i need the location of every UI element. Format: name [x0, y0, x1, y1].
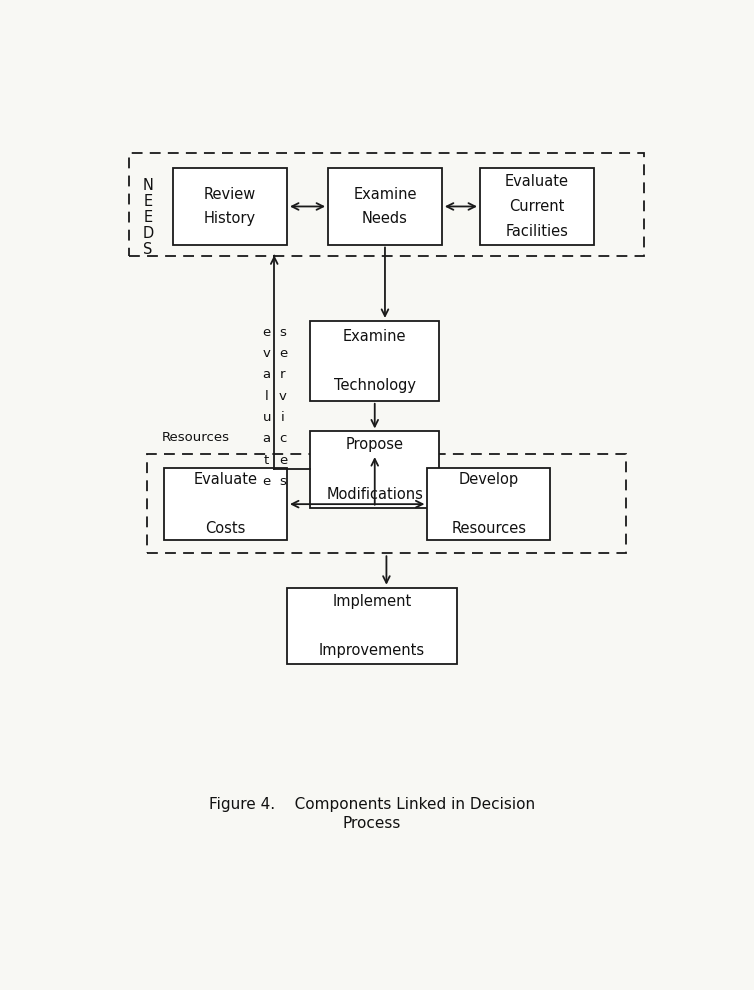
Text: e: e — [262, 326, 271, 339]
Text: e: e — [279, 453, 287, 467]
Text: Develop

Resources: Develop Resources — [451, 472, 526, 537]
Text: S: S — [143, 243, 153, 257]
Text: Examine

Technology: Examine Technology — [334, 329, 415, 393]
Text: E: E — [143, 194, 152, 210]
Text: e: e — [262, 475, 271, 488]
Text: Resources: Resources — [161, 432, 229, 445]
Bar — [428, 468, 550, 541]
Text: s: s — [280, 326, 287, 339]
Text: r: r — [280, 368, 286, 381]
Bar — [480, 168, 594, 245]
Text: Examine
Needs: Examine Needs — [353, 187, 417, 227]
Bar — [328, 168, 442, 245]
Text: Implement

Improvements: Implement Improvements — [319, 594, 425, 657]
Text: i: i — [281, 411, 285, 424]
Text: N: N — [143, 178, 154, 193]
Bar — [311, 432, 439, 508]
Text: v: v — [279, 390, 287, 403]
Text: c: c — [279, 433, 287, 446]
Text: s: s — [280, 475, 287, 488]
Bar — [173, 168, 287, 245]
Bar — [164, 468, 287, 541]
Text: a: a — [262, 433, 271, 446]
Text: Figure 4.    Components Linked in Decision: Figure 4. Components Linked in Decision — [209, 797, 535, 813]
Text: Evaluate
Current
Facilities: Evaluate Current Facilities — [505, 174, 569, 239]
Text: Process: Process — [342, 817, 401, 832]
Text: Review
History: Review History — [204, 187, 256, 227]
Text: Propose

Modifications: Propose Modifications — [326, 438, 423, 502]
Text: t: t — [264, 453, 269, 467]
Bar — [130, 153, 643, 256]
Text: e: e — [279, 347, 287, 360]
Text: D: D — [143, 227, 154, 242]
Text: u: u — [262, 411, 271, 424]
Bar — [311, 321, 439, 401]
Text: a: a — [262, 368, 271, 381]
Bar — [287, 588, 457, 664]
Text: v: v — [262, 347, 271, 360]
Text: l: l — [265, 390, 268, 403]
Text: E: E — [143, 211, 152, 226]
Text: Evaluate

Costs: Evaluate Costs — [194, 472, 258, 537]
Bar — [147, 454, 626, 553]
